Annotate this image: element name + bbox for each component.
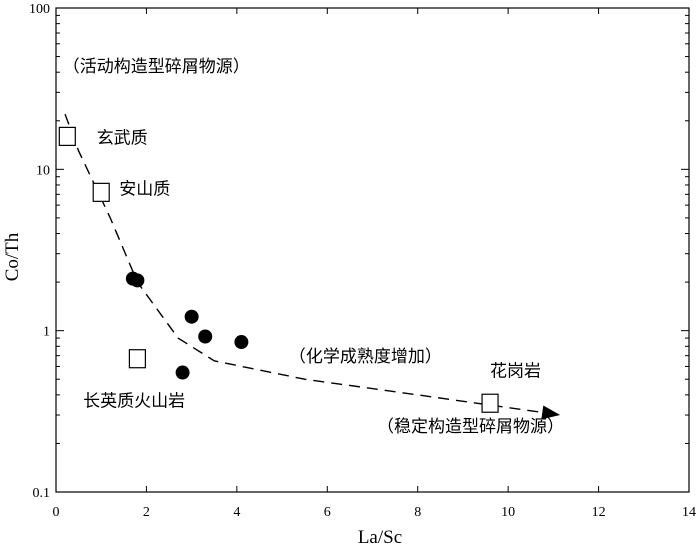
data-point-square	[481, 393, 499, 413]
annotation-label: 玄武质	[97, 128, 148, 148]
data-point-square	[92, 182, 110, 202]
annotation-label: 长英质火山岩	[83, 391, 185, 411]
data-point-circle	[184, 309, 199, 324]
annotation-label: （活动构造型碎屑物源）	[63, 57, 250, 77]
y-tick-label: 100	[29, 2, 50, 17]
x-axis-ticks: 0 2 4 6 8 10 12 14	[53, 8, 696, 520]
x-tick-label: 12	[592, 505, 606, 520]
x-tick-label: 14	[682, 505, 696, 520]
y-tick-label: 1	[43, 325, 50, 340]
x-tick-label: 0	[53, 505, 60, 520]
x-tick-label: 2	[143, 505, 150, 520]
plot-border	[55, 7, 690, 493]
x-axis-label: La/Sc	[358, 527, 402, 546]
y-tick-label: 10	[36, 163, 50, 178]
data-point-circle	[234, 335, 249, 350]
data-point-circle	[198, 329, 213, 344]
annotation-label: （化学成熟度增加）	[289, 346, 442, 367]
data-points	[58, 126, 499, 413]
x-tick-label: 10	[501, 505, 515, 520]
annotation-label: 花岗岩	[490, 361, 541, 381]
x-tick-label: 8	[414, 505, 421, 520]
x-tick-label: 4	[233, 505, 240, 520]
annotation-label: 安山质	[119, 179, 170, 199]
data-point-square	[128, 349, 146, 369]
data-point-square	[58, 126, 76, 147]
trend-arrowhead	[541, 405, 561, 420]
y-axis-ticks: 0.1 1 10 100	[29, 2, 689, 501]
trend-line	[64, 113, 545, 414]
x-tick-label: 6	[324, 505, 331, 520]
y-tick-label: 0.1	[33, 486, 51, 501]
data-point-circle	[175, 365, 190, 380]
trend-line-group	[64, 113, 561, 420]
data-point-circle	[130, 273, 145, 288]
annotation-label: （稳定构造型碎屑物源）	[377, 417, 564, 437]
plot-frame	[55, 7, 690, 493]
y-axis-label: Co/Th	[2, 232, 23, 281]
